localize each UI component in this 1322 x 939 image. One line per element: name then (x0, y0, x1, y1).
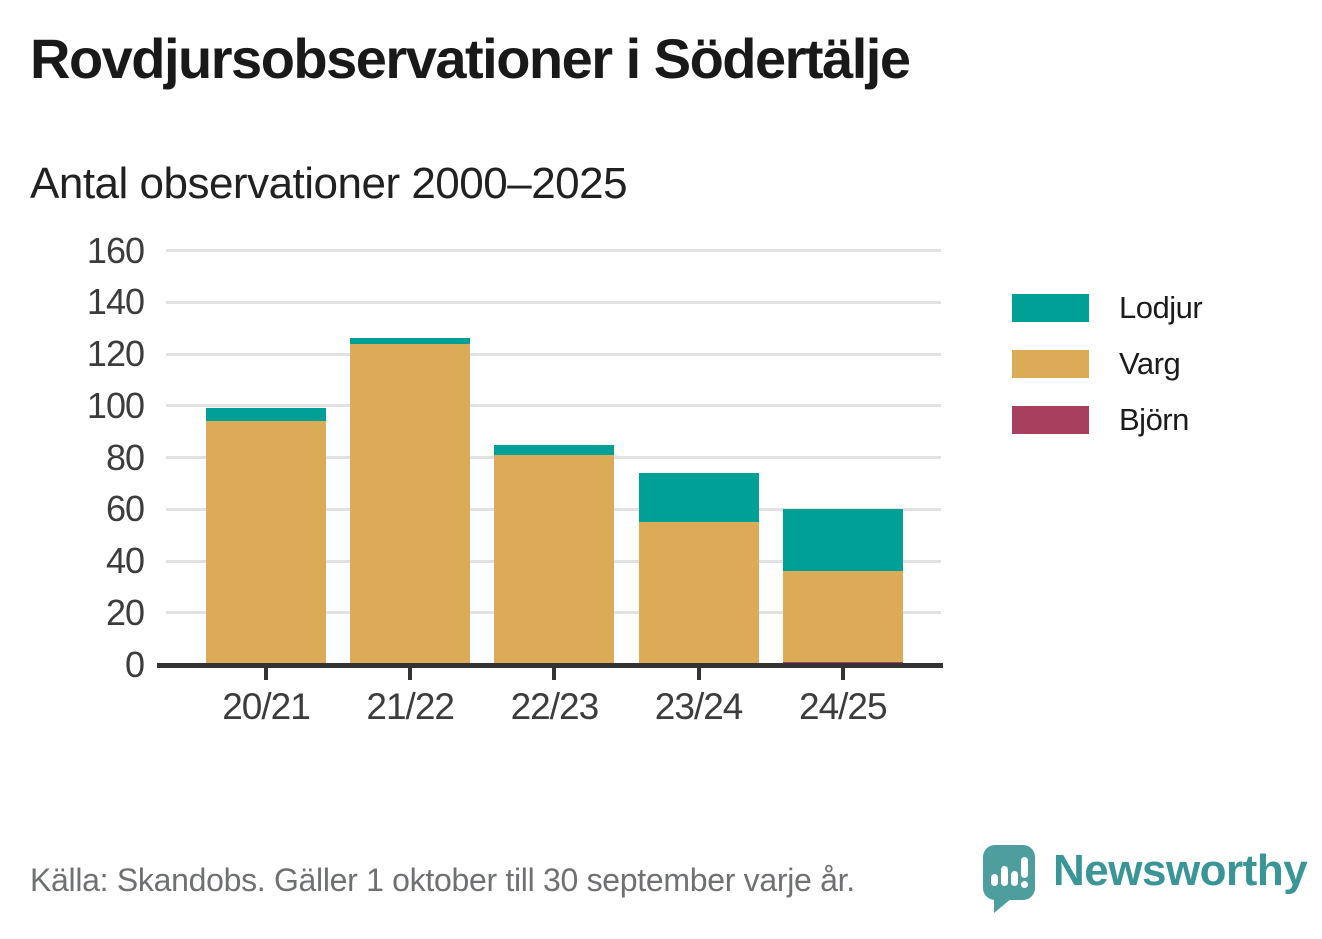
y-axis-tick-label: 160 (86, 229, 145, 271)
x-axis-tick (408, 667, 413, 680)
x-axis-tick-label: 22/23 (510, 686, 600, 727)
legend-label: Varg (1119, 346, 1181, 381)
legend: Lodjur Varg Björn (1012, 290, 1203, 462)
y-axis-tick-label: 80 (105, 436, 145, 478)
logo-bar-icon (1011, 871, 1018, 886)
logo-exclamation-dot-icon (1021, 881, 1028, 888)
gridline (166, 300, 941, 304)
legend-label: Lodjur (1119, 290, 1203, 325)
bar-segment-varg-24-25 (782, 571, 903, 662)
legend-item-lodjur: Lodjur (1012, 290, 1203, 325)
x-axis-tick-label: 24/25 (799, 686, 888, 727)
x-axis-tick (840, 667, 845, 680)
x-axis-tick-label: 20/21 (222, 686, 311, 727)
logo-bar-icon (991, 874, 998, 886)
gridline (166, 352, 941, 356)
bar-segment-varg-21-22 (350, 343, 471, 665)
x-axis-tick-label: 23/24 (654, 686, 744, 727)
source-note: Källa: Skandobs. Gäller 1 oktober till 3… (30, 862, 855, 898)
y-axis-tick-label: 100 (86, 384, 145, 426)
x-axis-tick-label: 21/22 (366, 686, 455, 727)
y-axis-tick-label: 0 (124, 643, 145, 685)
bar-segment-lodjur-24-25 (782, 509, 903, 572)
gridline (166, 404, 941, 408)
bar-segment-lodjur-22-23 (494, 444, 615, 455)
legend-item-björn: Björn (1012, 402, 1202, 437)
y-axis-tick-label: 60 (105, 488, 145, 530)
legend-item-varg: Varg (1012, 346, 1202, 381)
legend-swatch-björn (1012, 406, 1089, 434)
y-axis-tick-label: 140 (86, 281, 145, 323)
y-axis-tick-label: 120 (86, 333, 145, 374)
bar-segment-varg-20-21 (206, 421, 326, 665)
bar-segment-varg-23-24 (638, 522, 759, 665)
legend-swatch-varg (1012, 350, 1089, 378)
y-axis-tick-label: 20 (105, 591, 145, 633)
bar-segment-lodjur-20-21 (206, 408, 326, 422)
chart-title: Rovdjursobservationer i Södertälje (30, 27, 911, 90)
logo-exclamation-icon (1021, 857, 1028, 878)
x-axis-tick (552, 667, 557, 680)
gridline (166, 249, 941, 252)
logo-bar-icon (1001, 866, 1008, 886)
bar-segment-varg-22-23 (494, 454, 615, 665)
x-axis-tick (696, 667, 701, 680)
legend-swatch-lodjur (1012, 294, 1089, 322)
brand-name: Newsworthy (1053, 846, 1308, 895)
y-axis-tick-label: 40 (105, 540, 145, 581)
x-axis-tick (264, 667, 268, 680)
bar-segment-lodjur-21-22 (350, 338, 471, 344)
bar-segment-lodjur-23-24 (638, 473, 759, 523)
chart-subtitle: Antal observationer 2000–2025 (30, 159, 628, 208)
newsworthy-brand[interactable]: Newsworthy (983, 845, 1308, 913)
legend-label: Björn (1119, 402, 1189, 437)
x-axis-line (157, 663, 943, 668)
newsworthy-logo-icon (983, 845, 1035, 913)
